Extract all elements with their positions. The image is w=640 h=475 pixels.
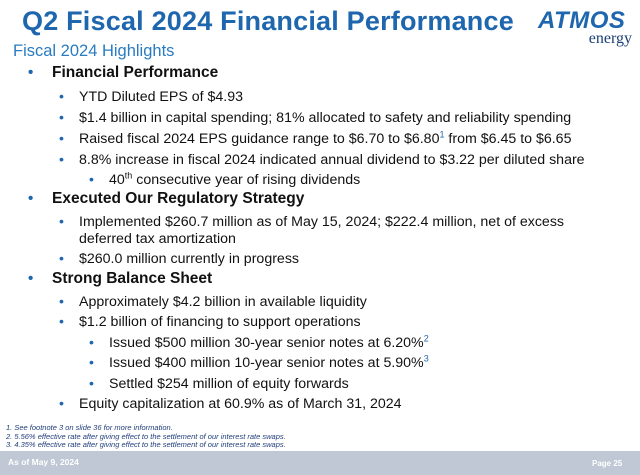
section-heading-regulatory-strategy: • Executed Our Regulatory Strategy xyxy=(28,190,305,208)
section-heading-balance-sheet: • Strong Balance Sheet xyxy=(28,270,213,288)
footnote-ref: 2 xyxy=(423,333,429,344)
bullet-icon: • xyxy=(59,396,64,412)
bullet-text: $1.4 billion in capital spending; 81% al… xyxy=(79,110,572,126)
bullet-icon: • xyxy=(59,131,64,147)
bullet-icon: • xyxy=(89,172,94,188)
section-heading-financial-performance: • Financial Performance xyxy=(28,64,219,82)
bullet-eps-guidance: • Raised fiscal 2024 EPS guidance range … xyxy=(59,129,572,147)
logo-wordmark-top: ATMOS xyxy=(538,7,626,34)
bullet-implemented-amount: • Implemented $260.7 million as of May 1… xyxy=(59,214,565,230)
bullet-dividend-increase: • 8.8% increase in fiscal 2024 indicated… xyxy=(59,152,585,168)
bullet-text: Settled $254 million of equity forwards xyxy=(109,376,349,392)
footer-bar xyxy=(0,451,640,475)
logo-wordmark-bottom: energy xyxy=(588,30,632,47)
bullet-text: Raised fiscal 2024 EPS guidance range to… xyxy=(79,131,440,147)
footer-page-number: Page 25 xyxy=(592,459,623,468)
bullet-text: Equity capitalization at 60.9% as of Mar… xyxy=(79,396,402,412)
bullet-text: Implemented $260.7 million as of May 15,… xyxy=(79,214,565,230)
footnotes: 1. See footnote 3 on slide 36 for more i… xyxy=(6,423,286,450)
bullet-liquidity: • Approximately $4.2 billion in availabl… xyxy=(59,294,367,310)
bullet-consecutive-dividends: • 40th consecutive year of rising divide… xyxy=(89,170,361,188)
bullet-ytd-eps: • YTD Diluted EPS of $4.93 xyxy=(59,89,244,105)
footnote-ref: 1 xyxy=(439,129,445,140)
bullet-text: $260.0 million currently in progress xyxy=(79,251,300,267)
bullet-icon: • xyxy=(28,190,34,207)
bullet-icon: • xyxy=(89,355,94,371)
page-subtitle: Fiscal 2024 Highlights xyxy=(13,42,175,60)
section-heading-text: Executed Our Regulatory Strategy xyxy=(52,190,305,207)
page-title: Q2 Fiscal 2024 Financial Performance xyxy=(22,6,514,36)
bullet-icon: • xyxy=(59,152,64,168)
footnote-ref: 3 xyxy=(423,353,429,364)
bullet-financing: • $1.2 billion of financing to support o… xyxy=(59,314,361,330)
bullet-10-year-notes: • Issued $400 million 10-year senior not… xyxy=(89,353,429,371)
section-heading-text: Financial Performance xyxy=(52,64,219,81)
bullet-icon: • xyxy=(89,376,94,392)
bullet-text-cont: deferred tax amortization xyxy=(79,231,236,247)
bullet-equity-capitalization: • Equity capitalization at 60.9% as of M… xyxy=(59,396,402,412)
bullet-equity-forwards: • Settled $254 million of equity forward… xyxy=(89,376,349,392)
atmos-energy-logo: ATMOS energy xyxy=(538,7,634,50)
bullet-icon: • xyxy=(59,314,64,330)
bullet-text: Issued $500 million 30-year senior notes… xyxy=(109,335,424,351)
bullet-icon: • xyxy=(59,89,64,105)
bullet-icon: • xyxy=(59,251,64,267)
bullet-capital-spending: • $1.4 billion in capital spending; 81% … xyxy=(59,110,572,126)
section-heading-text: Strong Balance Sheet xyxy=(52,270,213,287)
bullet-text: 40 xyxy=(109,172,125,188)
bullet-icon: • xyxy=(28,270,34,287)
bullet-icon: • xyxy=(59,110,64,126)
footnote-2: 2. 5.56% effective rate after giving eff… xyxy=(6,431,286,441)
bullet-icon: • xyxy=(89,335,94,351)
bullet-implemented-amount-cont: deferred tax amortization xyxy=(79,231,236,247)
bullet-text: 8.8% increase in fiscal 2024 indicated a… xyxy=(79,152,585,168)
bullet-icon: • xyxy=(28,64,34,81)
footer-date: As of May 9, 2024 xyxy=(8,457,79,467)
ordinal-suffix: th xyxy=(124,170,133,181)
bullet-text: Issued $400 million 10-year senior notes… xyxy=(109,355,424,371)
bullet-text-cont: from $6.45 to $6.65 xyxy=(444,131,572,147)
bullet-text: $1.2 billion of financing to support ope… xyxy=(79,314,361,330)
bullet-30-year-notes: • Issued $500 million 30-year senior not… xyxy=(89,333,429,351)
bullet-text: YTD Diluted EPS of $4.93 xyxy=(79,89,244,105)
bullet-icon: • xyxy=(59,214,64,230)
footnote-3: 3. 4.35% effective rate after giving eff… xyxy=(6,440,286,449)
footnote-1: 1. See footnote 3 on slide 36 for more i… xyxy=(6,423,173,432)
bullet-in-progress: • $260.0 million currently in progress xyxy=(59,251,300,267)
bullet-text: Approximately $4.2 billion in available … xyxy=(79,294,367,310)
bullet-text-cont: consecutive year of rising dividends xyxy=(132,172,361,188)
bullet-icon: • xyxy=(59,294,64,310)
